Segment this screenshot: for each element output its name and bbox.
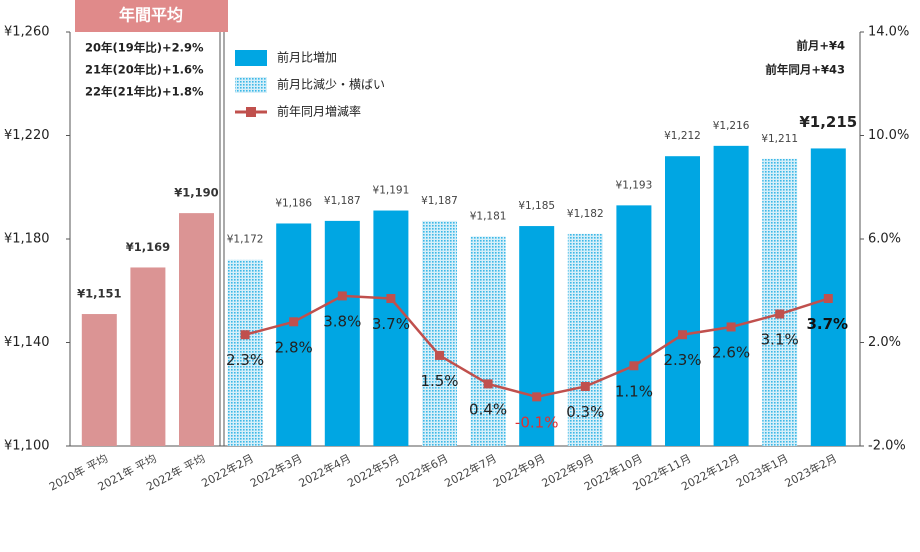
y-tick-label: ¥1,260 <box>4 25 50 40</box>
bar-label: ¥1,182 <box>567 208 604 220</box>
y2-tick-label: 6.0% <box>868 232 901 247</box>
bar-label: ¥1,185 <box>518 200 555 212</box>
line-label: 3.7% <box>806 315 848 333</box>
bar <box>179 213 214 446</box>
y2-tick-label: 14.0% <box>868 25 909 40</box>
line-marker <box>386 294 396 304</box>
bar-label: ¥1,193 <box>616 179 653 191</box>
line-marker <box>289 317 299 327</box>
bar-label: ¥1,215 <box>799 113 857 131</box>
line-marker <box>532 392 542 402</box>
bar <box>373 210 409 446</box>
y-tick-label: ¥1,140 <box>4 335 50 350</box>
x-tick-label: 2022年3月 <box>248 451 305 490</box>
line-marker <box>678 330 687 340</box>
bar-label: ¥1,186 <box>275 197 312 209</box>
line-marker <box>483 379 493 389</box>
x-tick-label: 2022年6月 <box>393 451 450 490</box>
annotation: 22年(21年比)+1.8% <box>85 85 204 99</box>
line-label: 3.1% <box>761 331 799 349</box>
bar-label: ¥1,191 <box>373 185 410 197</box>
line-marker <box>775 309 785 319</box>
line-label: 0.4% <box>469 400 507 418</box>
bar <box>567 233 603 446</box>
bar <box>713 145 749 446</box>
line-label: -0.1% <box>515 413 559 431</box>
legend: 前月比増加 前月比減少・横ばい 前年同月増減率 <box>235 50 385 119</box>
y-tick-label: ¥1,100 <box>4 439 50 454</box>
legend-label: 前月比減少・横ばい <box>277 77 385 92</box>
line-marker <box>580 381 590 391</box>
line-label: 1.1% <box>615 382 653 400</box>
bar <box>324 220 360 446</box>
x-tick-label: 2022年4月 <box>296 451 353 490</box>
bar-label: ¥1,187 <box>324 195 361 207</box>
bar-label: ¥1,181 <box>470 210 507 222</box>
bar-label: ¥1,187 <box>421 195 458 207</box>
y2-tick-label: -2.0% <box>868 439 906 454</box>
line-label: 0.3% <box>566 403 604 421</box>
bar <box>665 156 700 446</box>
bar-label: ¥1,212 <box>664 130 701 142</box>
line-label: 2.6% <box>712 343 750 361</box>
line-marker <box>823 294 833 304</box>
line-label: 2.3% <box>663 351 701 369</box>
bar-label: ¥1,190 <box>174 186 218 200</box>
bar <box>81 314 117 446</box>
bar <box>616 205 652 446</box>
bar-label: ¥1,169 <box>126 240 170 254</box>
bar <box>762 158 798 446</box>
legend-label: 前年同月増減率 <box>277 104 361 119</box>
bar-label: ¥1,151 <box>77 287 121 301</box>
bar-label: ¥1,172 <box>227 234 264 246</box>
line-label: 3.8% <box>323 312 361 330</box>
legend-swatch <box>235 50 267 66</box>
header-box <box>75 0 228 32</box>
legend-label: 前月比増加 <box>277 50 337 65</box>
bar <box>130 267 166 446</box>
line-marker <box>240 330 250 340</box>
y2-tick-label: 2.0% <box>868 335 901 350</box>
annotation: 前月+¥4 <box>796 39 845 53</box>
x-tick-label: 2023年1月 <box>734 451 791 490</box>
line-marker <box>435 350 444 360</box>
line-label: 1.5% <box>420 372 458 390</box>
line-marker <box>726 322 736 332</box>
legend-swatch <box>235 77 267 93</box>
annotation: 前年同月+¥43 <box>765 63 845 77</box>
bar <box>227 259 263 446</box>
bar <box>276 223 312 446</box>
line-marker <box>629 361 639 371</box>
x-tick-label: 2022年5月 <box>345 451 402 490</box>
bar-label: ¥1,211 <box>761 133 798 145</box>
y-tick-label: ¥1,180 <box>4 232 50 247</box>
y-tick-label: ¥1,220 <box>4 128 50 143</box>
x-tick-label: 2022年7月 <box>442 451 499 490</box>
bar <box>422 220 457 446</box>
header: 年間平均 <box>119 6 183 25</box>
annotation: 20年(19年比)+2.9% <box>85 41 204 55</box>
x-tick-label: 2022年9月 <box>491 451 548 490</box>
legend-marker <box>246 107 256 117</box>
annotation: 21年(20年比)+1.6% <box>85 63 204 77</box>
x-tick-label: 2022年2月 <box>199 451 256 490</box>
y2-tick-label: 10.0% <box>868 128 909 143</box>
bar-label: ¥1,216 <box>713 120 750 132</box>
bar <box>470 236 506 446</box>
line-label: 2.8% <box>275 338 313 356</box>
line-label: 3.7% <box>372 315 410 333</box>
bar <box>519 226 555 446</box>
line-label: 2.3% <box>226 351 264 369</box>
x-tick-label: 2023年2月 <box>782 451 839 490</box>
line-marker <box>337 291 347 301</box>
